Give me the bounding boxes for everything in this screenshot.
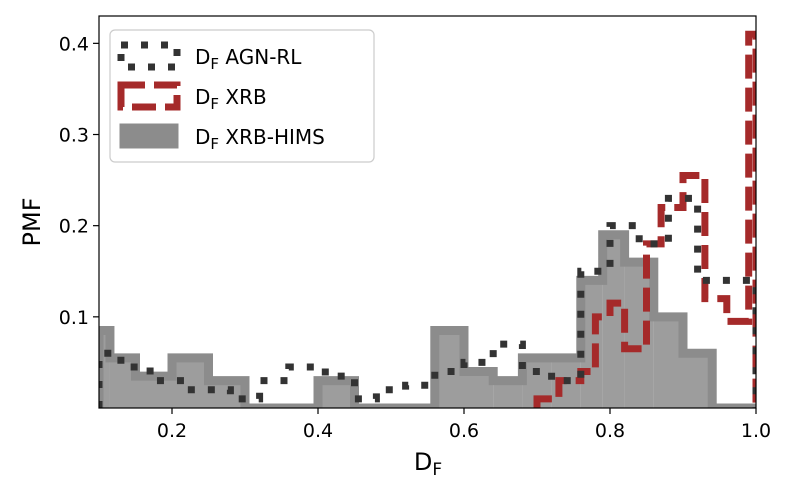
y-tick-label-2: 0.3 — [59, 125, 89, 147]
legend-handle-0 — [117, 41, 181, 71]
bar-2-13 — [464, 371, 494, 408]
legend-label-0: DF AGN-RL — [195, 45, 302, 73]
bar-2-8 — [318, 380, 355, 408]
bar-2-0 — [99, 330, 110, 408]
legend: DF AGN-RL DF XRB DF XRB-HIMS — [109, 29, 375, 163]
legend-label-2: DF XRB-HIMS — [195, 125, 325, 153]
series-1 — [533, 30, 756, 408]
axes: 0.2 0.4 0.6 0.8 1.0 0.1 0.2 0.3 0.4 — [59, 15, 771, 442]
bar-1-10 — [727, 321, 749, 408]
x-tick-label-0: 0.2 — [157, 420, 187, 442]
bar-2-17 — [580, 280, 603, 408]
bar-2-20 — [653, 316, 683, 408]
y-tick-label-0: 0.1 — [59, 307, 89, 329]
x-axis-label: DF — [414, 448, 442, 480]
y-tick-label-1: 0.2 — [59, 216, 89, 238]
series-outline-1 — [533, 30, 756, 408]
y-tick-label-3: 0.4 — [59, 33, 89, 55]
x-axis-label-sub: F — [432, 460, 442, 480]
bar-2-21 — [683, 353, 713, 408]
plot-area — [99, 30, 756, 408]
bar-2-2 — [135, 376, 172, 408]
x-tick-label-4: 1.0 — [741, 420, 771, 442]
legend-label-1: DF XRB — [195, 85, 267, 113]
series-outline-2 — [99, 230, 756, 408]
plot-frame — [98, 15, 757, 409]
y-axis-label: PMF — [18, 198, 46, 247]
bar-2-14 — [493, 380, 523, 408]
legend-handle-1 — [117, 81, 181, 111]
series-2 — [99, 230, 756, 408]
x-tick-label-3: 0.8 — [595, 420, 625, 442]
x-tick-label-1: 0.4 — [303, 420, 333, 442]
x-tick-label-2: 0.6 — [449, 420, 479, 442]
legend-handle-2 — [119, 123, 179, 149]
bar-2-4 — [208, 380, 245, 408]
x-axis-label-main: D — [414, 448, 432, 476]
bar-2-18 — [602, 234, 625, 408]
